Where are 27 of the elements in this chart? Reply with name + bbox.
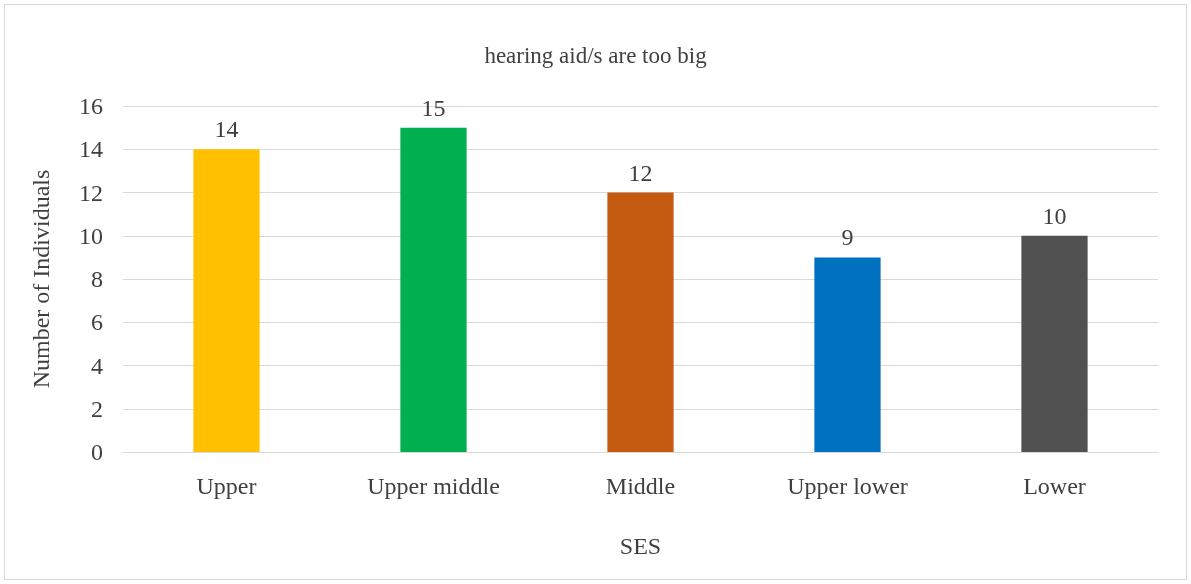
bar	[400, 127, 467, 452]
x-tick-label: Middle	[605, 473, 676, 499]
y-tick-label: 8	[91, 266, 103, 292]
data-label: 15	[421, 94, 446, 121]
x-axis-title: SES	[619, 533, 662, 559]
y-tick-label: 16	[79, 93, 103, 119]
chart-title: hearing aid/s are too big	[484, 43, 708, 68]
y-tick-label: 14	[79, 136, 103, 163]
data-label: 10	[1042, 202, 1067, 229]
x-tick-label: Lower	[1023, 473, 1086, 499]
data-label: 9	[841, 224, 854, 251]
y-tick-label: 2	[91, 395, 103, 422]
x-tick-label: Upper	[196, 473, 257, 499]
y-tick-label: 6	[91, 309, 103, 336]
y-tick-label: 10	[79, 222, 103, 249]
data-label: 14	[214, 116, 239, 143]
y-tick-label: 4	[91, 352, 103, 379]
x-tick-label: Upper lower	[787, 473, 908, 499]
bar	[814, 257, 881, 452]
bar	[193, 149, 260, 452]
y-tick-label: 0	[91, 439, 103, 465]
data-label: 12	[628, 159, 653, 186]
y-tick-label: 12	[79, 179, 103, 206]
bar	[607, 192, 674, 452]
bar	[1021, 235, 1088, 452]
y-axis-title: Number of Individuals	[28, 169, 54, 389]
x-tick-label: Upper middle	[367, 473, 500, 499]
